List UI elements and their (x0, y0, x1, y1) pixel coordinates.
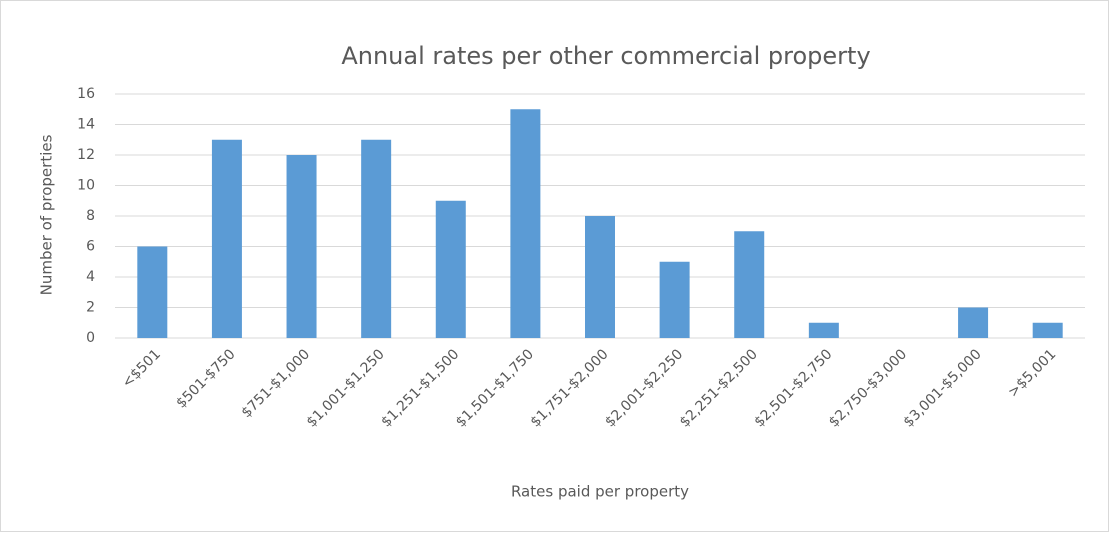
bar (585, 216, 615, 338)
y-tick-label: 6 (86, 239, 95, 255)
y-tick-label: 14 (77, 117, 95, 133)
chart-title: Annual rates per other commercial proper… (341, 42, 870, 70)
y-tick-label: 16 (77, 86, 95, 102)
x-axis-title: Rates paid per property (511, 483, 689, 501)
bar (659, 261, 690, 338)
bar (435, 200, 466, 338)
y-axis-title: Number of properties (38, 134, 56, 295)
bar (510, 109, 541, 338)
y-tick-label: 10 (77, 178, 95, 194)
bar (808, 322, 839, 338)
bar (137, 246, 168, 338)
y-tick-label: 2 (86, 300, 95, 316)
bar (361, 139, 392, 338)
y-tick-label: 0 (86, 330, 95, 346)
bar (1032, 322, 1063, 338)
y-tick-label: 8 (86, 208, 95, 224)
y-tick-label: 12 (77, 147, 95, 163)
bar (211, 139, 242, 338)
y-tick-label: 4 (86, 269, 95, 285)
bar (286, 155, 317, 338)
bar (958, 307, 989, 338)
bar (734, 231, 765, 338)
